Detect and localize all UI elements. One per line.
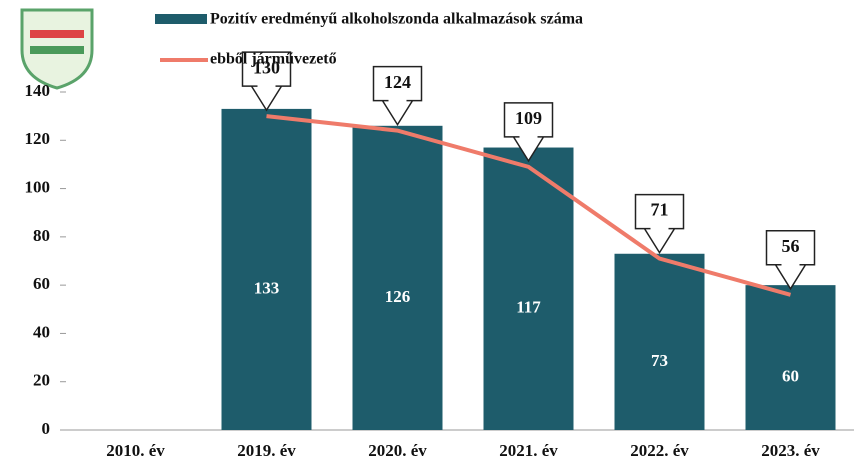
y-tick-label: 140 xyxy=(25,81,51,100)
bar xyxy=(615,254,705,430)
bar xyxy=(746,285,836,430)
x-tick-label: 2022. év xyxy=(630,441,689,460)
line-label: 71 xyxy=(651,200,669,220)
x-tick-label: 2023. év xyxy=(761,441,820,460)
x-tick-label: 2021. év xyxy=(499,441,558,460)
legend-swatch xyxy=(155,14,207,24)
line-label: 109 xyxy=(515,108,542,128)
x-tick-label: 2020. év xyxy=(368,441,427,460)
bar-label: 126 xyxy=(385,287,411,306)
chart: 0 20 40 60 80 100 120 140 2010. év 2019. év 2020. … xyxy=(0,0,854,465)
bar-label: 60 xyxy=(782,366,799,385)
line-label: 124 xyxy=(384,72,411,92)
bar-label: 117 xyxy=(516,298,541,317)
logo xyxy=(22,10,92,88)
y-tick-label: 60 xyxy=(33,274,50,293)
y-tick-label: 80 xyxy=(33,226,50,245)
y-tick-label: 0 xyxy=(42,419,51,438)
line-label: 56 xyxy=(782,236,800,256)
y-tick-label: 40 xyxy=(33,322,50,341)
y-tick-label: 100 xyxy=(25,177,51,196)
bar xyxy=(353,126,443,430)
legend-label: ebből járművezető xyxy=(210,51,337,68)
x-tick-label: 2019. év xyxy=(237,441,296,460)
y-tick-label: 20 xyxy=(33,371,50,390)
legend-label: Pozitív eredményű alkoholszonda alkalmaz… xyxy=(210,11,583,28)
x-tick-label: 2010. év xyxy=(106,441,165,460)
y-tick-label: 120 xyxy=(25,129,51,148)
bar xyxy=(222,109,312,430)
bar-label: 73 xyxy=(651,351,668,370)
bar-label: 133 xyxy=(254,278,280,297)
